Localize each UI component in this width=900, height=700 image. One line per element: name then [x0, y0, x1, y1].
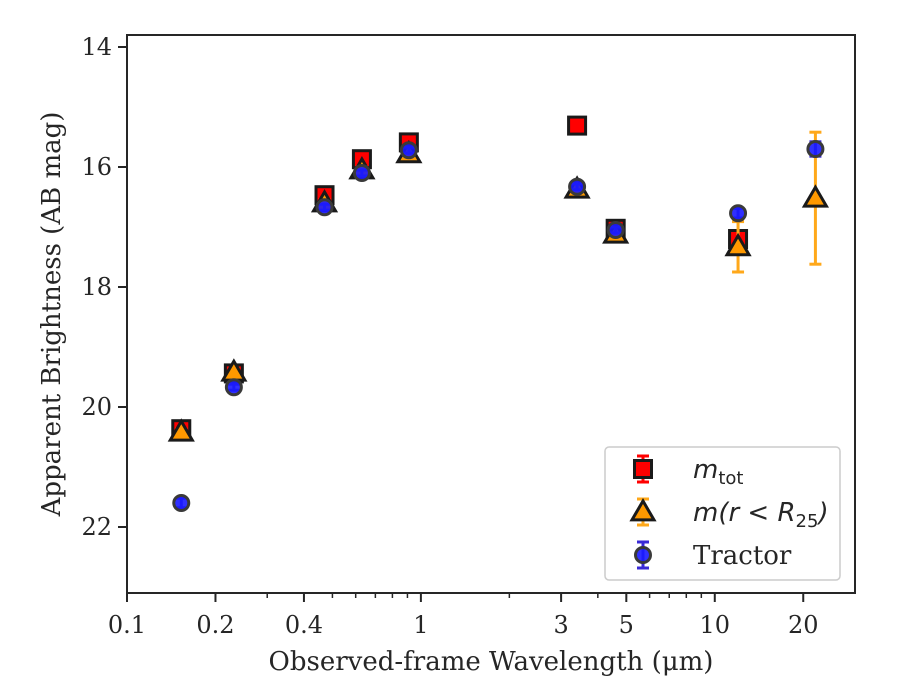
x-tick-label: 1: [413, 611, 428, 639]
legend-label-main: m(r < R: [693, 498, 796, 528]
legend-marker-circle: [634, 546, 652, 564]
data-point-circle: [315, 198, 334, 217]
y-tick-label: 14: [81, 33, 112, 61]
x-tick-label: 10: [700, 611, 731, 639]
x-tick-label: 0.2: [196, 611, 234, 639]
legend-item: m(r < R25): [629, 497, 829, 532]
x-tick-label: 0.4: [285, 611, 323, 639]
axis-ticks: 0.1 0.2 0.4 1 3 5 10 20 14 16 18 20 22: [81, 33, 818, 639]
data-point-circle: [399, 141, 418, 160]
data-point-circle: [568, 177, 587, 196]
data-point-circle: [729, 204, 748, 223]
x-tick-label: 5: [619, 611, 634, 639]
legend-item: mtot: [633, 454, 743, 489]
legend-label: m(r < R25): [693, 498, 829, 532]
data-point-triangle: [801, 184, 830, 208]
legend-label-close: ): [816, 498, 828, 528]
data-series: [167, 115, 830, 512]
series-square: [171, 115, 749, 440]
series-circle: [172, 140, 825, 512]
legend-label-main: m: [693, 455, 718, 485]
data-point-circle: [224, 378, 243, 397]
data-point-square: [567, 115, 588, 136]
legend-item: Tractor: [634, 540, 792, 571]
legend-label: mtot: [693, 455, 743, 489]
data-point-circle: [352, 164, 371, 182]
y-tick-label: 20: [81, 393, 112, 421]
plot-area-frame: [126, 34, 856, 594]
data-point-triangle: [167, 418, 195, 442]
x-axis-title: Observed-frame Wavelength (μm): [269, 647, 714, 677]
legend-marker-triangle: [629, 498, 657, 522]
data-point-circle: [606, 221, 625, 239]
legend-marker-square: [633, 459, 653, 479]
x-tick-label: 20: [788, 611, 819, 639]
y-axis-title: Apparent Brightness (AB mag): [37, 112, 67, 518]
legend-box: [604, 446, 841, 581]
x-tick-label: 0.1: [108, 611, 146, 639]
legend-label: Tractor: [693, 541, 792, 571]
data-point-circle: [806, 140, 825, 158]
y-tick-label: 16: [81, 153, 112, 181]
legend-label-subscript: 25: [796, 511, 819, 532]
legend-label-subscript: tot: [718, 468, 743, 489]
data-point-triangle: [724, 232, 752, 257]
legend: mtot m(r < R25) Tractor: [604, 446, 841, 581]
x-tick-label: 3: [553, 611, 568, 639]
legend-label-main: Tractor: [693, 541, 792, 571]
y-tick-label: 22: [81, 513, 112, 541]
y-tick-label: 18: [81, 273, 112, 301]
data-point-circle: [172, 494, 191, 512]
series-triangle: [167, 130, 830, 442]
